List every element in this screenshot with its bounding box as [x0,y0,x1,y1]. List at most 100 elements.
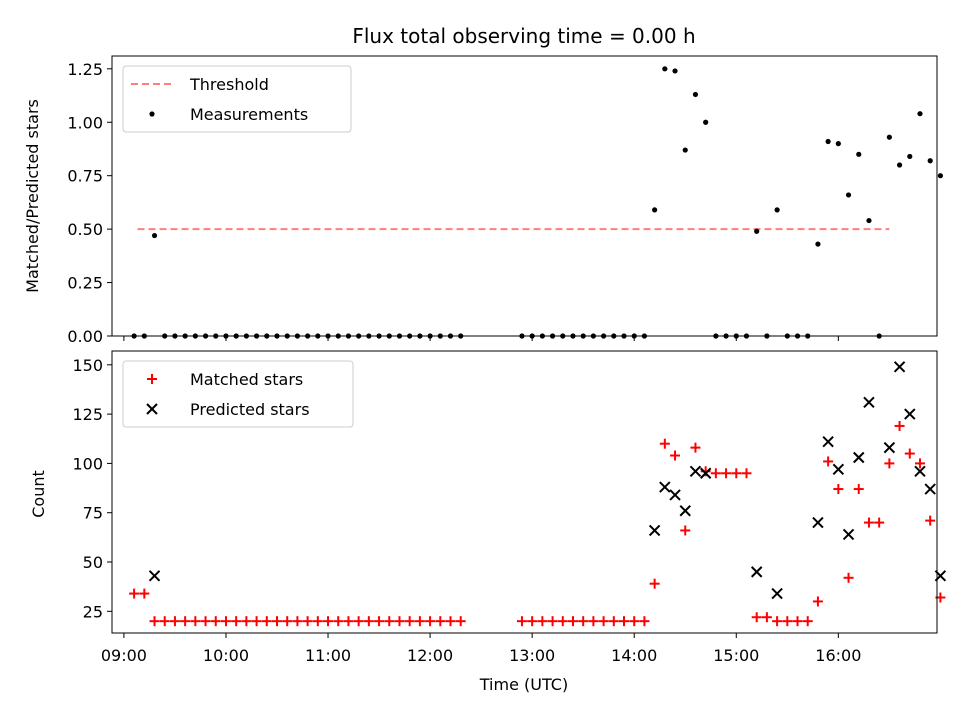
measurement-point [692,91,699,98]
matched-star-point [578,616,589,627]
predicted-star-point [750,566,763,578]
predicted-star-point [659,481,671,493]
x-tick-label: 09:00 [101,646,147,665]
predicted-star-point [914,465,926,478]
x-tick-label: 10:00 [203,646,249,665]
matched-star-point [516,616,527,627]
measurement-point [774,207,780,213]
matched-star-point [251,616,262,627]
predicted-star-point [842,528,855,541]
matched-star-point [659,438,670,449]
matched-star-point [445,616,456,627]
matched-star-point [292,616,303,627]
matched-star-point [588,616,599,627]
matched-star-point [761,612,772,623]
matched-star-point [680,525,691,536]
legend-measurements-label: Measurements [190,105,308,124]
matched-star-point [312,616,323,627]
matched-star-point [374,616,385,627]
predicted-star-point [822,436,834,448]
matched-star-point [353,616,364,627]
top-y-tick-label: 0.50 [67,220,103,239]
matched-star-point [792,616,803,627]
matched-star-point [670,450,681,461]
predicted-star-point [689,465,702,478]
predicted-star-point [648,524,661,537]
bottom-y-tick-label: 25 [83,602,103,621]
matched-star-point [843,572,854,583]
top-y-tick-label: 1.25 [67,60,103,79]
legend-matched-label: Matched stars [190,370,303,389]
bottom-y-tick-label: 150 [72,356,103,375]
matched-star-point [231,616,242,627]
top-y-axis-label: Matched/Predicted stars [23,99,42,293]
matched-star-point [159,616,170,627]
measurement-point [886,134,892,140]
matched-star-point [537,616,548,627]
matched-star-point [914,458,925,469]
predicted-star-point [771,587,783,600]
matched-star-point [404,616,415,627]
top-y-tick-label: 0.75 [67,167,103,186]
matched-star-point [802,616,813,627]
predicted-star-point [679,505,691,517]
predicted-star-point [148,570,161,582]
matched-star-point [608,616,619,627]
predicted-star-point [893,361,906,373]
matched-star-point [782,616,793,627]
matched-star-point [731,468,742,479]
matched-star-point [149,616,160,627]
matched-star-point [323,616,334,627]
matched-star-point [139,588,150,599]
matched-star-point [425,616,436,627]
measurement-point [927,158,933,164]
predicted-star-point [812,516,824,529]
predicted-star-point [832,463,845,476]
matched-star-point [282,616,293,627]
matched-star-point [272,616,282,627]
matched-star-point [904,448,915,459]
matched-star-point [384,616,395,627]
chart-title: Flux total observing time = 0.00 h [352,24,695,48]
matched-star-point [823,456,834,467]
legend-measurements-swatch [149,111,155,117]
matched-star-point [557,616,568,627]
matched-star-point [690,442,701,453]
measurement-point [754,228,760,234]
measurement-point [937,173,944,179]
measurement-point [652,207,658,213]
measurement-point [866,217,872,224]
measurement-point [662,66,668,72]
x-tick-label: 16:00 [815,646,861,665]
measurement-point [856,151,862,157]
bottom-y-tick-label: 100 [72,454,103,473]
top-y-tick-label: 0.00 [67,327,103,346]
matched-star-point [261,616,272,627]
predicted-star-point [699,467,712,479]
matched-star-point [333,616,344,627]
matched-star-point [894,420,905,431]
matched-star-point [527,616,538,627]
matched-star-point [598,616,609,627]
matched-star-point [414,616,425,627]
matched-star-point [741,468,752,479]
matched-star-point [200,616,211,627]
bottom-legend-box [122,360,354,428]
measurement-point [672,68,678,74]
legend-predicted-swatch [146,403,158,415]
matched-star-point [567,616,578,627]
measurement-point [835,141,841,147]
matched-star-point [710,468,721,479]
matched-star-point [169,616,180,627]
matched-star-point [435,616,446,627]
bottom-y-tick-label: 75 [83,504,103,523]
measurement-point [896,162,903,168]
x-tick-label: 14:00 [611,646,657,665]
bottom-legend: Matched stars Predicted stars [122,360,354,428]
predicted-star-point [883,441,896,454]
measurement-point [815,241,821,247]
matched-star-point [455,616,466,627]
matched-star-point [190,616,201,627]
matched-star-point [925,515,936,526]
